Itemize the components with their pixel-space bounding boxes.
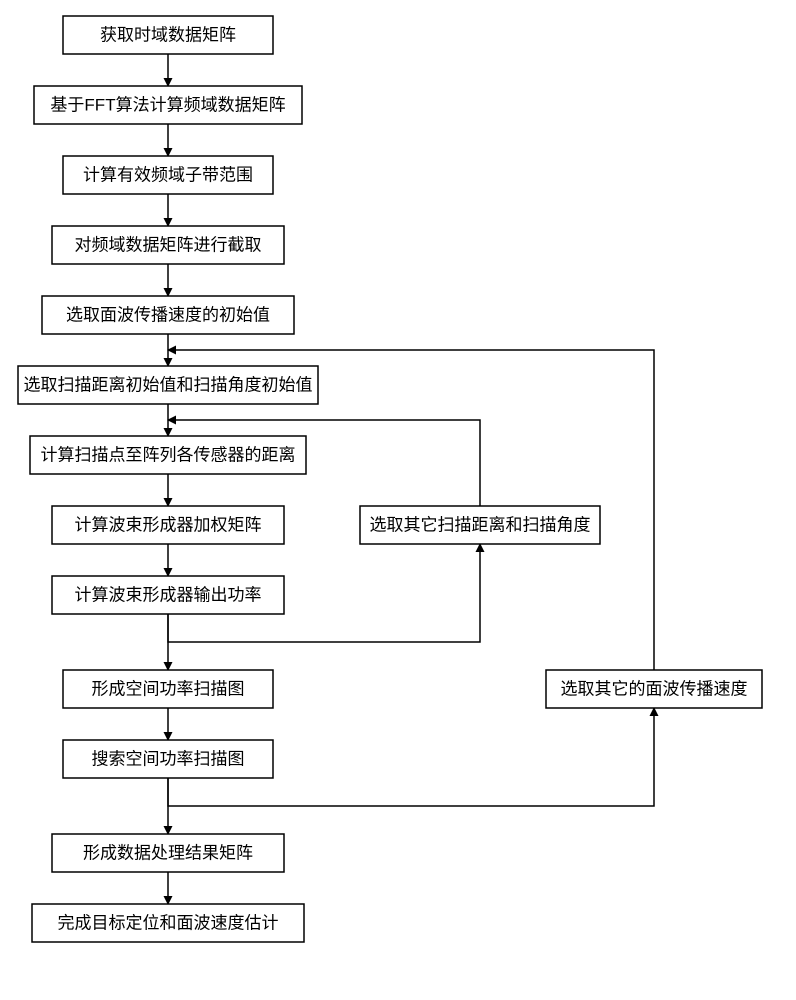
flowchart: 获取时域数据矩阵基于FFT算法计算频域数据矩阵计算有效频域子带范围对频域数据矩阵… [0,0,796,1000]
flow-node-label: 获取时域数据矩阵 [100,25,236,44]
flow-node-label: 计算扫描点至阵列各传感器的距离 [41,445,296,464]
flow-node: 获取时域数据矩阵 [63,16,273,54]
flow-node-label: 选取其它扫描距离和扫描角度 [370,515,591,534]
flow-node-label: 对频域数据矩阵进行截取 [75,235,262,254]
flow-node-label: 选取面波传播速度的初始值 [66,305,270,324]
flow-node-label: 形成数据处理结果矩阵 [83,843,253,862]
flow-node-label: 搜索空间功率扫描图 [92,749,245,768]
flow-node: 计算波束形成器加权矩阵 [52,506,284,544]
flow-node: 完成目标定位和面波速度估计 [32,904,304,942]
flow-node: 形成数据处理结果矩阵 [52,834,284,872]
flow-node-label: 计算有效频域子带范围 [83,165,253,184]
flow-node-label: 完成目标定位和面波速度估计 [58,913,279,932]
flow-node: 选取面波传播速度的初始值 [42,296,294,334]
flow-node: 搜索空间功率扫描图 [63,740,273,778]
flow-node: 选取其它的面波传播速度 [546,670,762,708]
flow-node-label: 选取扫描距离初始值和扫描角度初始值 [24,375,313,394]
flow-node: 选取扫描距离初始值和扫描角度初始值 [18,366,318,404]
flow-node-label: 计算波束形成器输出功率 [75,585,262,604]
flow-node-label: 基于FFT算法计算频域数据矩阵 [50,95,285,114]
flow-node: 计算有效频域子带范围 [63,156,273,194]
flow-node: 计算波束形成器输出功率 [52,576,284,614]
flow-node: 计算扫描点至阵列各传感器的距离 [30,436,306,474]
flow-node-label: 计算波束形成器加权矩阵 [75,515,262,534]
flow-node: 基于FFT算法计算频域数据矩阵 [34,86,302,124]
flow-node: 选取其它扫描距离和扫描角度 [360,506,600,544]
flow-node-label: 形成空间功率扫描图 [92,679,245,698]
flow-node-label: 选取其它的面波传播速度 [561,679,748,698]
flow-node: 形成空间功率扫描图 [63,670,273,708]
flow-node: 对频域数据矩阵进行截取 [52,226,284,264]
